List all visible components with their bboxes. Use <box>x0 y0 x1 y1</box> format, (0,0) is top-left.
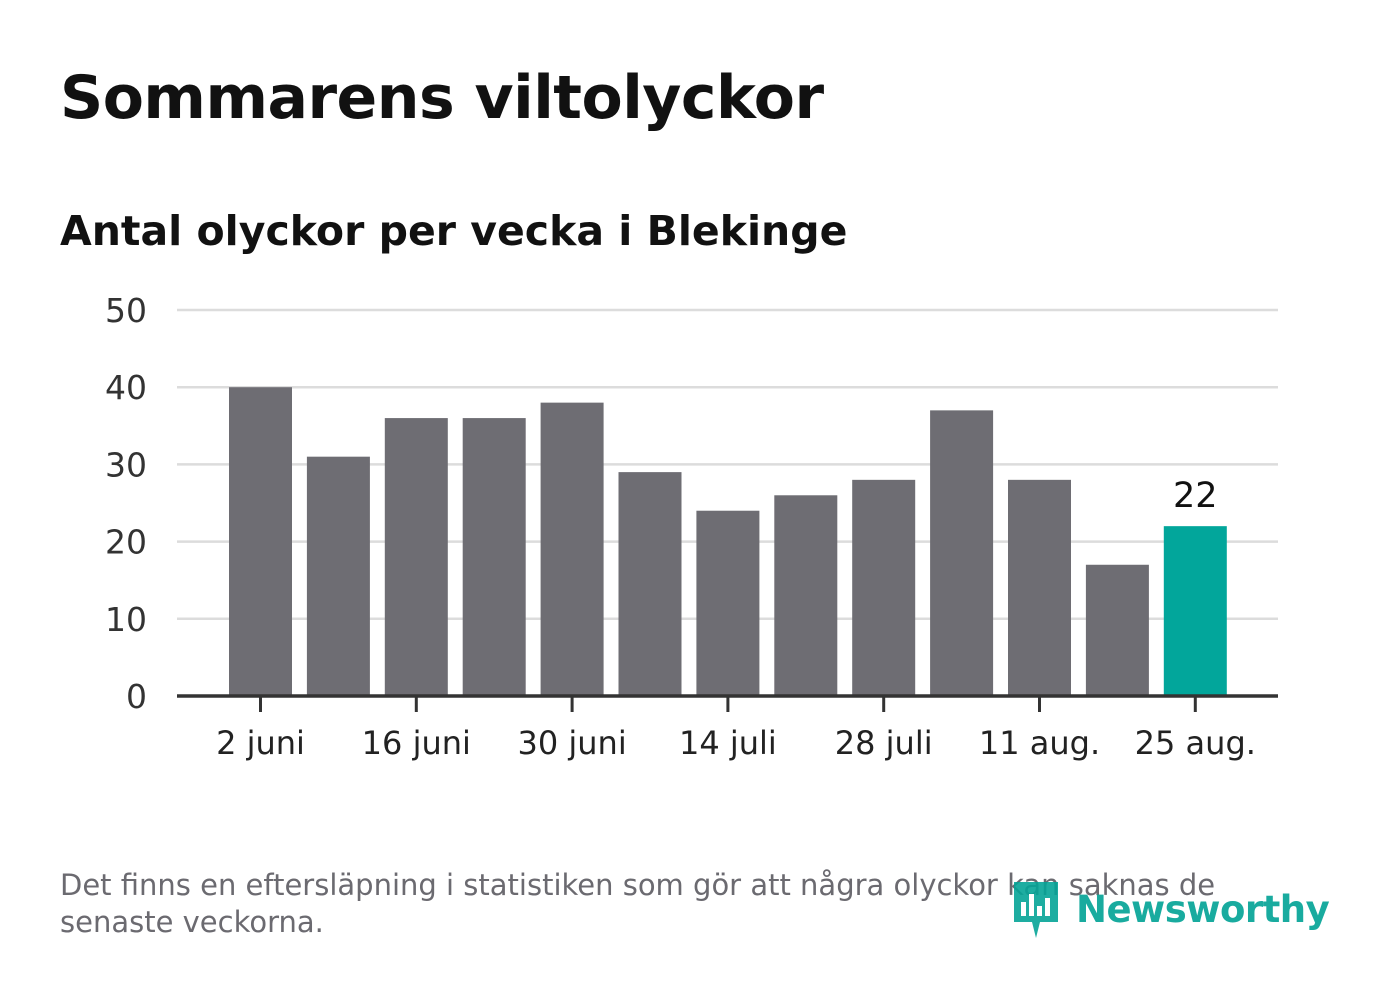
chart-subtitle: Antal olyckor per vecka i Blekinge <box>60 207 848 255</box>
bar <box>696 510 760 696</box>
bar <box>852 479 916 696</box>
bar <box>384 418 448 696</box>
bar <box>462 418 526 696</box>
x-axis <box>177 694 1278 712</box>
y-tick-label: 30 <box>105 445 147 484</box>
bar <box>1163 526 1227 696</box>
logo-text: Newsworthy <box>1076 887 1330 931</box>
x-tick-label: 2 juni <box>216 724 305 762</box>
x-tick-label: 28 juli <box>835 724 933 762</box>
bar <box>618 472 682 696</box>
bar <box>930 410 994 696</box>
bar <box>1085 564 1149 696</box>
y-tick-label: 0 <box>126 677 147 716</box>
x-axis-labels: 2 juni 16 juni 30 juni 14 juli 28 juli 11 aug… <box>216 724 1256 762</box>
x-tick-label: 11 aug. <box>979 724 1100 762</box>
newsworthy-logo: Newsworthy <box>1010 876 1330 942</box>
bar-chart: 0 10 20 30 40 50 22 2 juni 16 juni 30 juni 14 ju… <box>105 291 1278 762</box>
bar <box>774 495 838 696</box>
bars <box>229 387 1227 696</box>
data-label: 22 <box>1173 476 1218 516</box>
x-tick-label: 14 juli <box>679 724 777 762</box>
y-tick-label: 40 <box>105 368 147 407</box>
x-tick-label: 30 juni <box>517 724 626 762</box>
x-tick-label: 16 juni <box>362 724 471 762</box>
chart-title: Sommarens viltolyckor <box>60 63 824 133</box>
y-tick-label: 50 <box>105 291 147 330</box>
y-axis-labels: 0 10 20 30 40 50 <box>105 291 147 716</box>
y-tick-label: 20 <box>105 523 147 562</box>
x-tick-label: 25 aug. <box>1135 724 1256 762</box>
bar <box>1008 479 1071 696</box>
bar <box>229 387 292 696</box>
data-labels: 22 <box>1173 476 1218 516</box>
bar <box>540 402 604 696</box>
bar <box>306 456 370 696</box>
newsworthy-logo-icon <box>1014 882 1058 938</box>
y-tick-label: 10 <box>105 600 147 639</box>
